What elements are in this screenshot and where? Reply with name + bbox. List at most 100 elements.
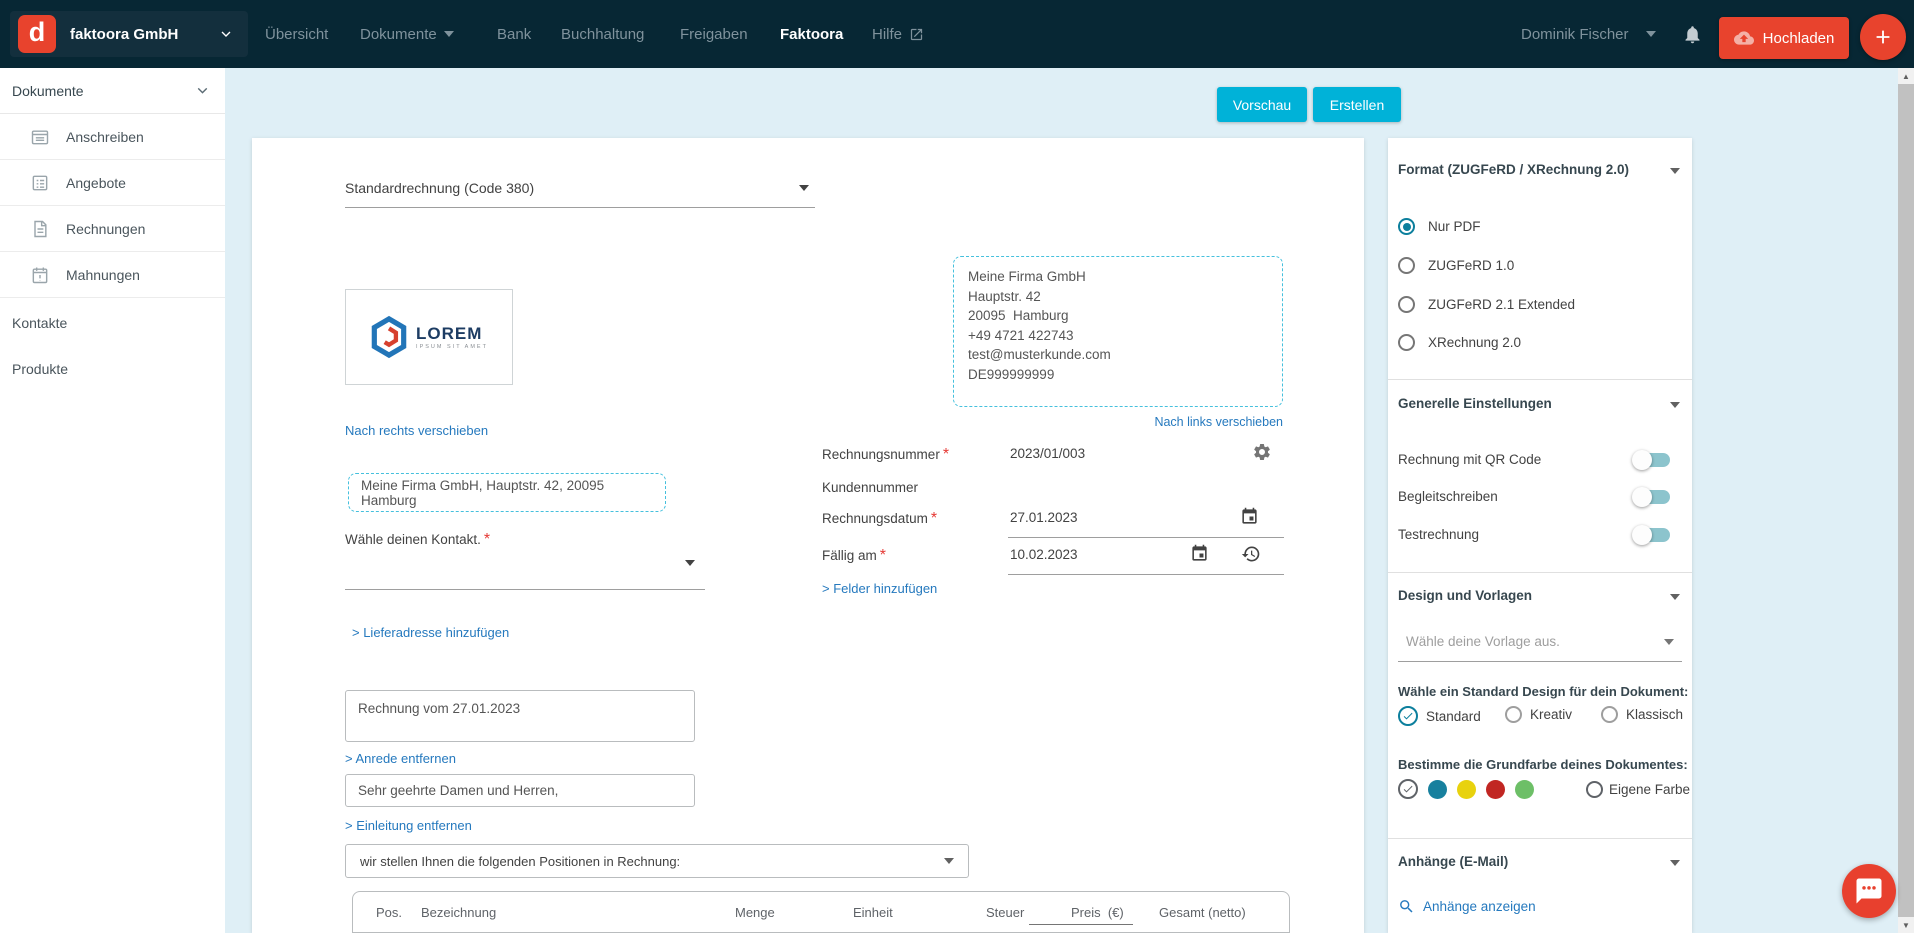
check-circle-icon[interactable]: [1398, 706, 1418, 726]
toggle-test-invoice[interactable]: [1632, 525, 1670, 545]
company-selector[interactable]: d faktoora GmbH: [10, 11, 248, 57]
color-swatch-teal[interactable]: [1428, 779, 1447, 799]
sender-line-block[interactable]: Meine Firma GmbH, Hauptstr. 42, 20095 Ha…: [348, 473, 666, 512]
toggle-qr-code[interactable]: [1632, 450, 1670, 470]
scroll-down-arrow[interactable]: ▼: [1902, 920, 1910, 930]
add-new-button[interactable]: [1860, 14, 1906, 60]
move-address-left-link[interactable]: Nach links verschieben: [1154, 415, 1283, 429]
subject-input[interactable]: Rechnung vom 27.01.2023: [345, 690, 695, 742]
format-option-zugferd-21[interactable]: ZUGFeRD 2.1 Extended: [1398, 296, 1575, 313]
move-logo-right-link[interactable]: Nach rechts verschieben: [345, 423, 489, 438]
caret-down-icon: [1664, 638, 1674, 645]
collapse-design-icon[interactable]: [1670, 594, 1680, 600]
user-menu[interactable]: Dominik Fischer: [1521, 0, 1656, 68]
nav-uebersicht[interactable]: Übersicht: [265, 25, 329, 43]
color-swatch-green[interactable]: [1515, 779, 1534, 799]
sidebar-item-produkte[interactable]: Produkte: [12, 361, 69, 377]
calendar-alert-icon: [30, 265, 50, 285]
faktoora-logo: d: [18, 15, 56, 53]
sidebar-item-mahnungen[interactable]: Mahnungen: [0, 252, 225, 298]
collapse-format-icon[interactable]: [1670, 168, 1680, 174]
invoice-icon: [30, 219, 50, 239]
col-preis[interactable]: Preis (€): [1071, 905, 1124, 920]
due-date-underline: [1008, 574, 1284, 575]
color-swatch-red[interactable]: [1486, 779, 1505, 799]
radio-icon[interactable]: [1398, 334, 1415, 351]
due-date-history-button[interactable]: [1241, 544, 1261, 564]
nav-freigaben[interactable]: Freigaben: [680, 25, 748, 43]
upload-button[interactable]: Hochladen: [1719, 17, 1849, 59]
format-option-zugferd-1[interactable]: ZUGFeRD 1.0: [1398, 257, 1514, 274]
color-swatch-yellow[interactable]: [1457, 779, 1476, 799]
list-icon: [30, 173, 50, 193]
add-delivery-address-link[interactable]: > Lieferadresse hinzufügen: [352, 625, 510, 640]
collapse-attachments-icon[interactable]: [1670, 860, 1680, 866]
company-address-block[interactable]: Meine Firma GmbH Hauptstr. 42 20095 Hamb…: [953, 256, 1283, 407]
sidebar-item-angebote[interactable]: Angebote: [0, 160, 225, 206]
toggle-cover-letter[interactable]: [1632, 487, 1670, 507]
design-section-title: Design und Vorlagen: [1398, 588, 1533, 603]
custom-color-radio[interactable]: [1586, 780, 1603, 798]
plus-icon: [1876, 30, 1890, 44]
scrollbar-thumb[interactable]: [1898, 84, 1914, 917]
invoice-editor-card: Standardrechnung (Code 380) LOREM IPSUM …: [252, 138, 1364, 933]
design-option-kreativ[interactable]: Kreativ: [1505, 706, 1572, 723]
chat-support-button[interactable]: [1842, 864, 1896, 918]
template-select[interactable]: Wähle deine Vorlage aus.: [1398, 622, 1682, 662]
invoice-date-underline: [1008, 537, 1284, 538]
logo-tagline-text: IPSUM SIT AMET: [416, 344, 488, 350]
design-option-standard[interactable]: Standard: [1398, 706, 1481, 726]
col-steuer: Steuer: [986, 905, 1025, 920]
nav-faktoora[interactable]: Faktoora: [780, 25, 844, 43]
preview-button[interactable]: Vorschau: [1217, 87, 1307, 122]
gear-icon: [1254, 444, 1270, 460]
remove-salutation-link[interactable]: > Anrede entfernen: [345, 751, 456, 766]
radio-icon[interactable]: [1398, 296, 1415, 313]
due-date-value[interactable]: 10.02.2023: [1010, 547, 1078, 562]
radio-selected-icon[interactable]: [1398, 218, 1415, 235]
history-icon: [1241, 546, 1260, 562]
general-section-title: Generelle Einstellungen: [1398, 396, 1552, 411]
format-option-nur-pdf[interactable]: Nur PDF: [1398, 218, 1481, 235]
chevron-down-icon: [221, 31, 231, 37]
invoice-number-value: 2023/01/003: [1010, 446, 1086, 461]
external-link-icon: [910, 28, 923, 40]
nav-bank[interactable]: Bank: [497, 25, 532, 43]
due-date-picker-button[interactable]: [1190, 544, 1209, 563]
intro-text-select[interactable]: wir stellen Ihnen die folgenden Position…: [345, 844, 969, 878]
remove-intro-link[interactable]: > Einleitung entfernen: [345, 818, 472, 833]
notifications-button[interactable]: [1682, 0, 1703, 68]
collapse-general-icon[interactable]: [1670, 402, 1680, 408]
nav-buchhaltung[interactable]: Buchhaltung: [561, 25, 645, 43]
invoice-type-select[interactable]: Standardrechnung (Code 380): [345, 168, 815, 208]
invoice-number-settings-button[interactable]: [1252, 442, 1272, 462]
design-option-klassisch[interactable]: Klassisch: [1601, 706, 1683, 723]
invoice-date-picker-button[interactable]: [1240, 507, 1259, 526]
sidebar-section-dokumente[interactable]: Dokumente: [0, 68, 225, 114]
invoice-number-label: Rechnungsnummer *: [822, 446, 950, 463]
lorem-logo-icon: [371, 315, 407, 359]
invoice-date-value[interactable]: 27.01.2023: [1010, 510, 1078, 525]
selected-color-check-icon[interactable]: [1398, 779, 1418, 799]
sidebar-item-kontakte[interactable]: Kontakte: [12, 315, 68, 331]
nav-hilfe[interactable]: Hilfe: [872, 0, 924, 68]
radio-icon[interactable]: [1601, 706, 1618, 723]
search-icon: [1400, 900, 1413, 913]
create-button[interactable]: Erstellen: [1313, 87, 1401, 122]
show-attachments-link[interactable]: Anhänge anzeigen: [1398, 898, 1536, 915]
format-section-title: Format (ZUGFeRD / XRechnung 2.0): [1398, 162, 1630, 177]
scroll-up-arrow[interactable]: ▲: [1902, 71, 1910, 81]
nav-dokumente[interactable]: Dokumente: [360, 0, 454, 68]
radio-icon[interactable]: [1398, 257, 1415, 274]
contact-select[interactable]: [345, 550, 705, 590]
add-fields-link[interactable]: > Felder hinzufügen: [822, 581, 938, 596]
salutation-input[interactable]: Sehr geehrte Damen und Herren,: [345, 774, 695, 807]
vertical-scrollbar[interactable]: ▲ ▼: [1898, 68, 1914, 933]
format-option-xrechnung[interactable]: XRechnung 2.0: [1398, 334, 1521, 351]
sidebar-item-rechnungen[interactable]: Rechnungen: [0, 206, 225, 252]
calendar-icon: [1242, 507, 1257, 524]
logo-upload-box[interactable]: LOREM IPSUM SIT AMET: [345, 289, 513, 385]
sidebar-item-anschreiben[interactable]: Anschreiben: [0, 114, 225, 160]
radio-icon[interactable]: [1505, 706, 1522, 723]
